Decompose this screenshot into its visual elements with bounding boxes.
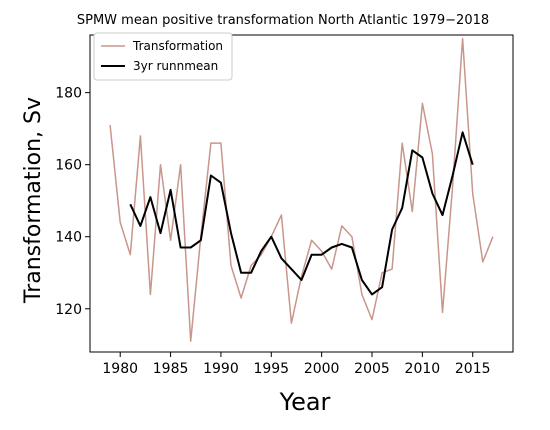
series-line-transformation bbox=[109, 37, 494, 342]
legend-box bbox=[93, 32, 233, 81]
x-tick-label: 1995 bbox=[253, 361, 289, 377]
x-axis: 1980 1985 1990 1995 2000 2005 2010 2015 bbox=[102, 352, 491, 377]
y-axis-label: Transformation, Sv bbox=[21, 97, 46, 304]
y-tick-label: 140 bbox=[55, 230, 82, 246]
legend: Transformation 3yr runnmean bbox=[93, 32, 233, 81]
chart-title: SPMW mean positive transformation North … bbox=[77, 13, 489, 28]
x-tick-label: 2005 bbox=[354, 361, 390, 377]
legend-label-runnmean: 3yr runnmean bbox=[133, 59, 218, 73]
y-tick-label: 120 bbox=[55, 302, 82, 318]
legend-label-transformation: Transformation bbox=[132, 39, 223, 53]
plot-frame bbox=[89, 34, 514, 353]
x-tick-label: 2000 bbox=[304, 361, 340, 377]
y-tick-label: 180 bbox=[55, 86, 82, 102]
series-layer bbox=[109, 37, 494, 342]
y-axis: 120 140 160 180 bbox=[55, 86, 90, 318]
x-tick-label: 1985 bbox=[153, 361, 189, 377]
x-tick-label: 2010 bbox=[405, 361, 441, 377]
x-axis-label: Year bbox=[279, 388, 331, 416]
x-tick-label: 2015 bbox=[455, 361, 491, 377]
x-tick-label: 1990 bbox=[203, 361, 239, 377]
y-tick-label: 160 bbox=[55, 158, 82, 174]
x-tick-label: 1980 bbox=[102, 361, 138, 377]
series-line-3yr-runnmean bbox=[129, 131, 474, 296]
